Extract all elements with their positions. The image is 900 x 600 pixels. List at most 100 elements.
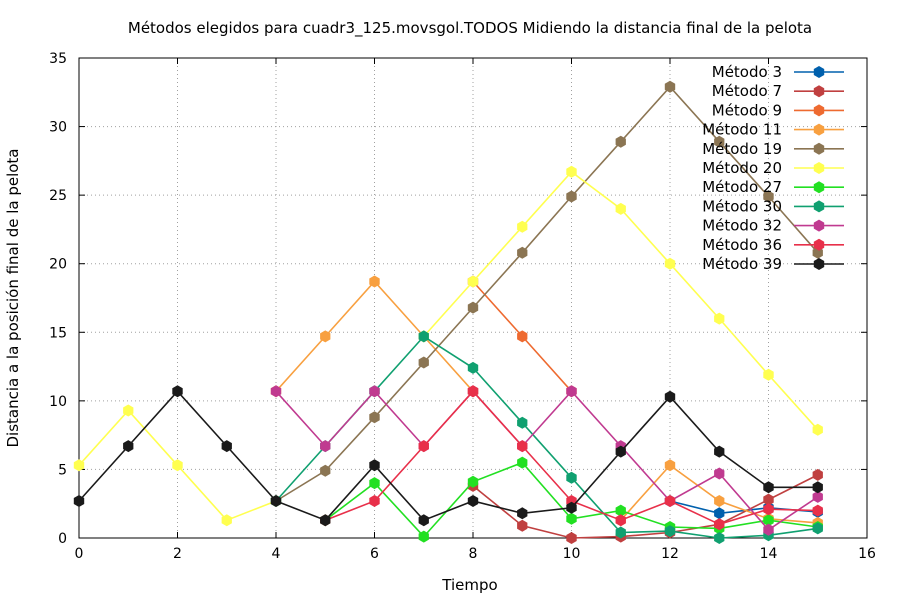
data-point (812, 423, 823, 436)
legend-label: Método 30 (702, 197, 782, 215)
legend-label: Método 11 (702, 121, 782, 139)
data-point (714, 312, 725, 325)
legend-item: Método 9 (712, 101, 844, 119)
y-tick-label: 15 (49, 325, 67, 341)
data-point (566, 165, 577, 178)
data-point (763, 523, 774, 536)
data-point (73, 495, 85, 507)
series-9 (320, 385, 823, 531)
y-axis-label: Distancia a la posición final de la pelo… (4, 148, 22, 447)
legend-swatch-marker (813, 142, 825, 155)
data-point (566, 385, 577, 398)
legend-swatch-marker (813, 200, 825, 213)
data-point (369, 459, 380, 472)
data-point (812, 468, 823, 481)
data-point (221, 440, 232, 453)
x-tick-label: 10 (563, 546, 581, 562)
series-4 (270, 80, 823, 507)
legend-swatch-marker (813, 162, 825, 174)
data-point (320, 330, 331, 343)
legend-swatch-marker (813, 104, 825, 117)
data-point (517, 416, 528, 429)
data-point (812, 504, 823, 517)
x-tick-label: 16 (858, 546, 876, 562)
data-point (467, 275, 479, 288)
data-point (714, 495, 725, 507)
x-tick-label: 8 (469, 546, 478, 562)
legend-item: Método 27 (702, 178, 844, 196)
y-tick-label: 0 (58, 531, 67, 547)
data-point (517, 330, 528, 343)
series-line (78, 390, 818, 522)
data-point (369, 495, 380, 507)
data-point (763, 368, 774, 381)
series-10 (73, 385, 823, 527)
legend-swatch-marker (813, 258, 825, 270)
y-tick-label: 20 (49, 257, 67, 273)
data-point (664, 459, 676, 472)
data-point (369, 477, 380, 490)
grid-lines (79, 58, 867, 538)
x-tick-label: 0 (75, 546, 84, 562)
data-point (418, 440, 429, 453)
legend-item: Método 20 (702, 159, 844, 177)
data-point (221, 514, 232, 527)
legend-swatch-marker (813, 66, 825, 78)
legend-label: Método 36 (702, 236, 782, 254)
data-point (172, 385, 183, 398)
data-point (517, 220, 528, 233)
y-tick-label: 30 (49, 120, 67, 136)
series-group (73, 80, 823, 544)
legend-item: Método 19 (702, 140, 844, 158)
legend-swatch-marker (813, 123, 825, 136)
x-tick-label: 6 (370, 546, 379, 562)
data-point (664, 525, 676, 538)
data-point (418, 356, 429, 369)
y-tick-label: 10 (49, 394, 67, 410)
data-point (517, 519, 528, 532)
data-point (123, 440, 134, 453)
legend-label: Método 7 (712, 82, 782, 100)
x-axis-label: Tiempo (441, 576, 497, 594)
data-point (714, 467, 725, 480)
x-tick-label: 4 (272, 546, 281, 562)
legend-swatch-marker (813, 181, 825, 194)
data-point (467, 301, 479, 314)
legend-swatch-marker (813, 238, 825, 251)
legend-item: Método 3 (712, 63, 844, 81)
data-point (270, 495, 282, 507)
data-point (812, 522, 823, 535)
data-point (763, 190, 774, 203)
series-0 (664, 495, 823, 520)
data-point (172, 459, 183, 472)
data-point (566, 190, 577, 203)
series-line (275, 85, 819, 502)
data-point (664, 257, 676, 270)
data-point (418, 530, 429, 543)
legend-item: Método 39 (702, 255, 844, 273)
legend-label: Método 32 (702, 217, 782, 235)
data-point (369, 411, 380, 424)
series-line (472, 474, 819, 539)
data-point (517, 246, 528, 259)
legend-label: Método 39 (702, 255, 782, 273)
data-point (714, 445, 725, 458)
data-point (714, 135, 725, 148)
data-point (369, 385, 380, 398)
data-point (369, 275, 380, 288)
y-tick-label: 25 (49, 188, 67, 204)
legend-item: Método 36 (702, 236, 844, 254)
legend-label: Método 27 (702, 178, 782, 196)
legend-item: Método 32 (702, 217, 844, 235)
legend-item: Método 11 (702, 121, 844, 139)
x-tick-label: 14 (760, 546, 778, 562)
data-point (664, 390, 676, 403)
data-point (517, 440, 528, 453)
data-point (320, 514, 331, 527)
data-point (664, 495, 676, 507)
data-point (320, 440, 331, 453)
series-2 (467, 275, 577, 398)
y-tick-label: 35 (49, 51, 67, 67)
data-point (615, 514, 626, 527)
